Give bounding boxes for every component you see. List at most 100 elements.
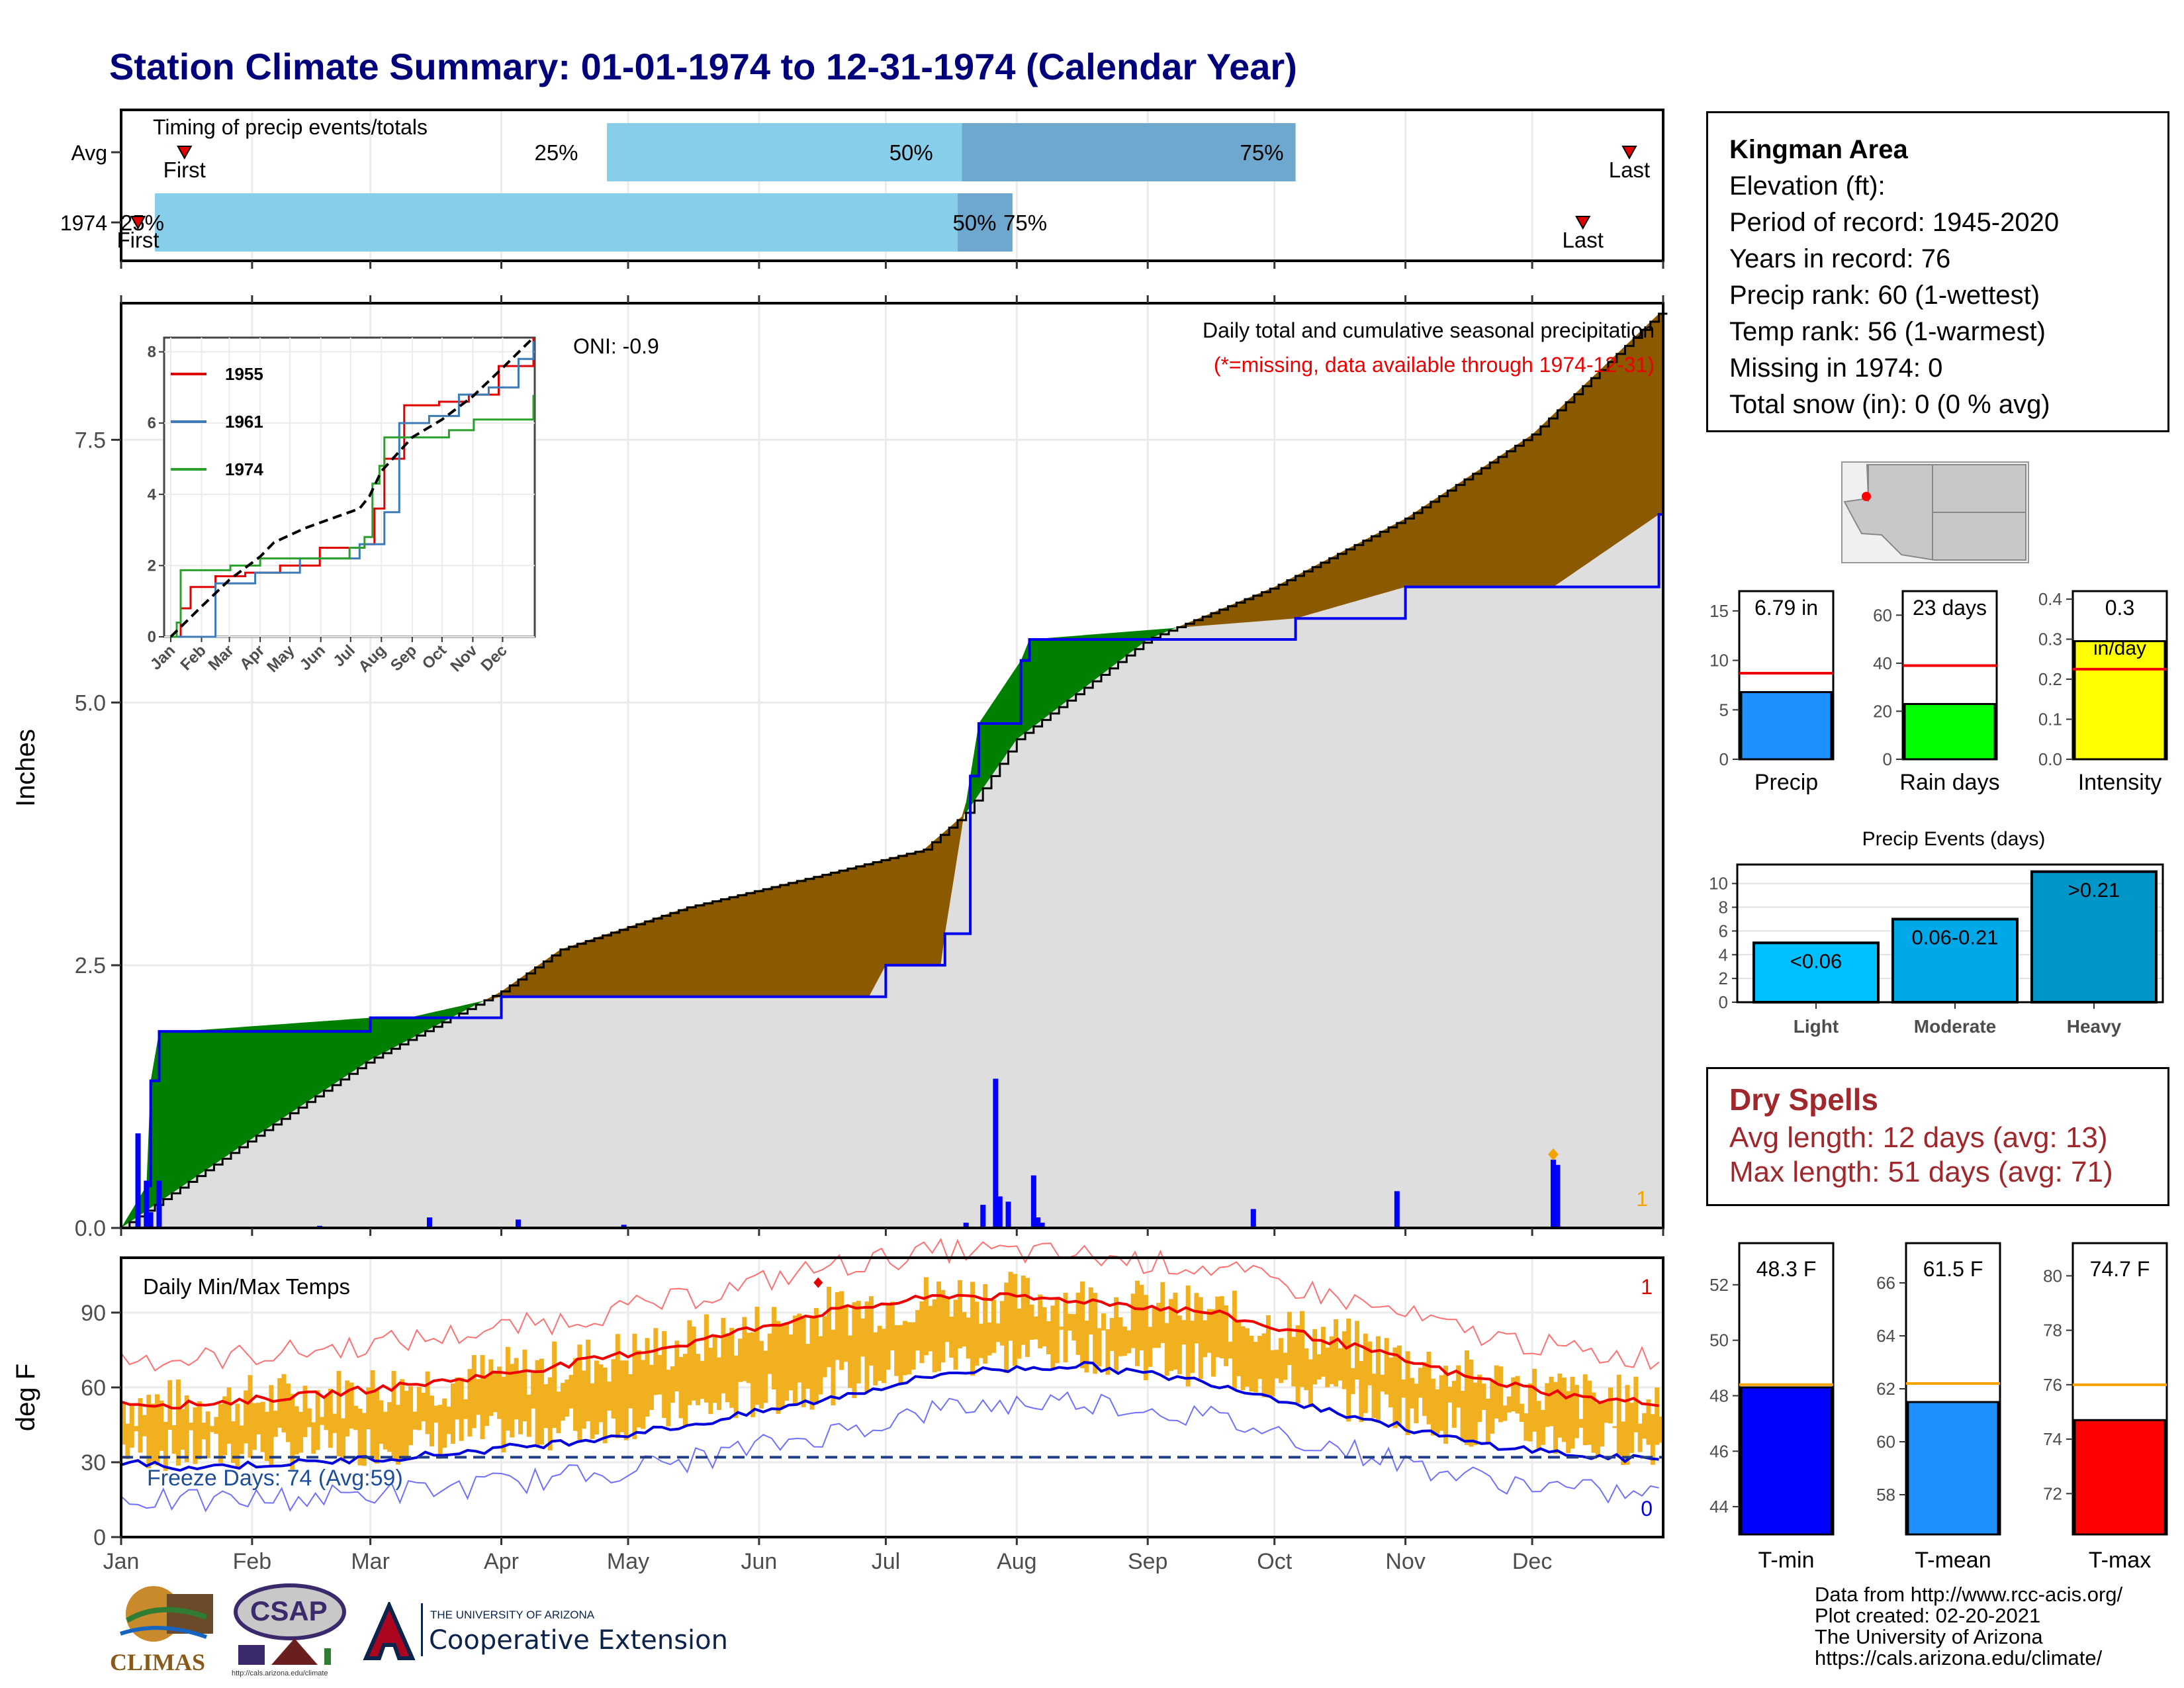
rain_days-label: Rain days xyxy=(1899,770,1999,795)
daily-temp-bar xyxy=(1283,1352,1288,1380)
precip-ytick-label: 15 xyxy=(1709,601,1729,621)
daily-temp-bar xyxy=(1494,1365,1499,1419)
daily-temp-bar xyxy=(1388,1357,1394,1408)
daily-temp-bar xyxy=(586,1339,591,1422)
daily-temp-bar xyxy=(1490,1380,1495,1434)
daily-temp-bar xyxy=(569,1375,574,1409)
daily-temp-bar xyxy=(1038,1294,1043,1348)
daily-temp-bar xyxy=(1300,1311,1304,1387)
avg-first-label: First xyxy=(163,158,206,182)
daily-temp-bar xyxy=(226,1387,232,1444)
daily-temp-bar xyxy=(691,1327,696,1401)
avg-low-line xyxy=(120,1361,1659,1472)
daily-precip-bar xyxy=(1030,1175,1036,1228)
daily-temp-bar xyxy=(129,1405,134,1448)
daily-temp-bar xyxy=(1464,1350,1469,1446)
daily-temp-bar xyxy=(1473,1382,1478,1446)
daily-temp-bar xyxy=(1363,1333,1368,1413)
csap-logo: CSAP http://cals.arizona.edu/climate xyxy=(232,1582,347,1681)
daily-temp-bar xyxy=(1253,1342,1258,1393)
daily-temp-bar xyxy=(214,1417,219,1434)
daily-temp-bar xyxy=(598,1364,604,1423)
station-location-marker xyxy=(1862,492,1871,501)
events-bar-label: >0.21 xyxy=(2068,878,2120,902)
daily-temp-bar xyxy=(1595,1403,1600,1458)
events-title: Precip Events (days) xyxy=(1862,828,2046,850)
daily-temp-bar xyxy=(1097,1328,1102,1367)
daily-temp-bar xyxy=(712,1335,717,1403)
tmin-value-label: 48.3 F xyxy=(1756,1257,1817,1281)
footer-line: https://cals.arizona.edu/climate/ xyxy=(1815,1646,2103,1669)
temp-xtick-label: Mar xyxy=(351,1549,390,1574)
daily-temp-bar xyxy=(1156,1303,1161,1348)
daily-temp-bar xyxy=(696,1354,701,1405)
daily-temp-bar xyxy=(1659,1416,1664,1443)
ua-small-text: THE UNIVERSITY OF ARIZONA xyxy=(430,1609,595,1621)
rain_days-ytick-label: 60 xyxy=(1873,605,1892,625)
inset-series-1974 xyxy=(171,395,535,638)
daily-temp-bar xyxy=(1375,1336,1381,1423)
avg-q25-q50-bar xyxy=(607,123,962,181)
info-line: Period of record: 1945-2020 xyxy=(1729,208,2060,237)
events-xtick-label: Light xyxy=(1794,1016,1839,1037)
daily-temp-bar xyxy=(725,1333,730,1403)
temp-xtick-label: Jan xyxy=(103,1549,140,1574)
precip-base-area xyxy=(121,514,1663,1228)
temp-xtick-label: Aug xyxy=(997,1549,1037,1574)
daily-temp-bar xyxy=(239,1425,244,1454)
events-xtick-label: Heavy xyxy=(2067,1016,2122,1037)
daily-temp-bar xyxy=(556,1391,561,1433)
events-ytick-label: 10 xyxy=(1709,874,1728,894)
daily-temp-bar xyxy=(1139,1284,1144,1351)
daily-temp-bar xyxy=(1477,1374,1482,1423)
daily-temp-bar xyxy=(163,1421,168,1471)
y1974-q50-label: 50% xyxy=(952,211,996,235)
precip-average-line xyxy=(121,312,1668,1229)
daily-temp-bar xyxy=(446,1406,451,1434)
daily-temp-bar xyxy=(1506,1396,1512,1413)
temp-bar-charts: 44 46 48 50 52 T-min 48.3 F 58 60 62 64 66 T-mean 61.… xyxy=(1709,1242,2168,1573)
daily-temp-bar xyxy=(1080,1281,1085,1368)
daily-temp-bar xyxy=(1181,1320,1187,1345)
daily-temp-bar xyxy=(1308,1359,1313,1407)
daily-temp-bar xyxy=(573,1358,578,1431)
info-line: Years in record: 76 xyxy=(1729,244,1951,273)
daily-temp-bar xyxy=(1621,1421,1626,1466)
temp-xtick-label: Nov xyxy=(1385,1549,1425,1574)
daily-temp-bar xyxy=(1160,1282,1165,1343)
daily-temp-bar xyxy=(991,1299,996,1353)
daily-temp-bar xyxy=(1325,1347,1330,1387)
daily-temp-bar xyxy=(1114,1297,1119,1372)
daily-temp-bar xyxy=(189,1423,194,1430)
dry-spells-title: Dry Spells xyxy=(1729,1082,1878,1117)
daily-temp-bar xyxy=(1570,1376,1575,1449)
avg-first-marker xyxy=(177,146,193,160)
daily-temp-bar xyxy=(501,1376,506,1453)
daily-temp-bar xyxy=(792,1315,797,1403)
daily-temp-bar xyxy=(1312,1329,1318,1385)
temp-xtick-label: Oct xyxy=(1257,1549,1292,1574)
inset-series-1961 xyxy=(171,341,535,638)
daily-temp-bar xyxy=(1359,1361,1364,1423)
daily-temp-bar xyxy=(919,1301,925,1364)
rain_days-bar xyxy=(1903,703,1996,761)
daily-temp-bar xyxy=(155,1394,160,1466)
daily-temp-bar xyxy=(1232,1290,1237,1390)
info-line: Precip rank: 60 (1-wettest) xyxy=(1729,281,2040,310)
precip-events-chart: Precip Events (days) 0 2 4 6 8 10 <0.06 Light 0.0… xyxy=(1709,828,2164,1037)
daily-temp-bar xyxy=(882,1329,887,1383)
daily-temp-bar xyxy=(1042,1307,1047,1346)
daily-temp-bar xyxy=(463,1399,469,1419)
daily-temp-bar xyxy=(121,1403,126,1445)
daily-temp-bar xyxy=(1173,1292,1178,1370)
tmax-ytick-label: 74 xyxy=(2043,1429,2062,1449)
events-ytick-label: 6 xyxy=(1719,921,1728,941)
daily-temp-bar xyxy=(1485,1398,1490,1444)
daily-temp-bar xyxy=(1604,1401,1609,1423)
freeze-days-label: Freeze Days: 74 (Avg:59) xyxy=(147,1466,403,1491)
precip-ytick-label: 10 xyxy=(1709,651,1729,671)
intensity-ytick-label: 0.2 xyxy=(2038,669,2062,689)
daily-temp-bar xyxy=(670,1366,675,1403)
daily-temp-bar xyxy=(623,1360,629,1440)
daily-temp-bar xyxy=(1021,1275,1026,1345)
